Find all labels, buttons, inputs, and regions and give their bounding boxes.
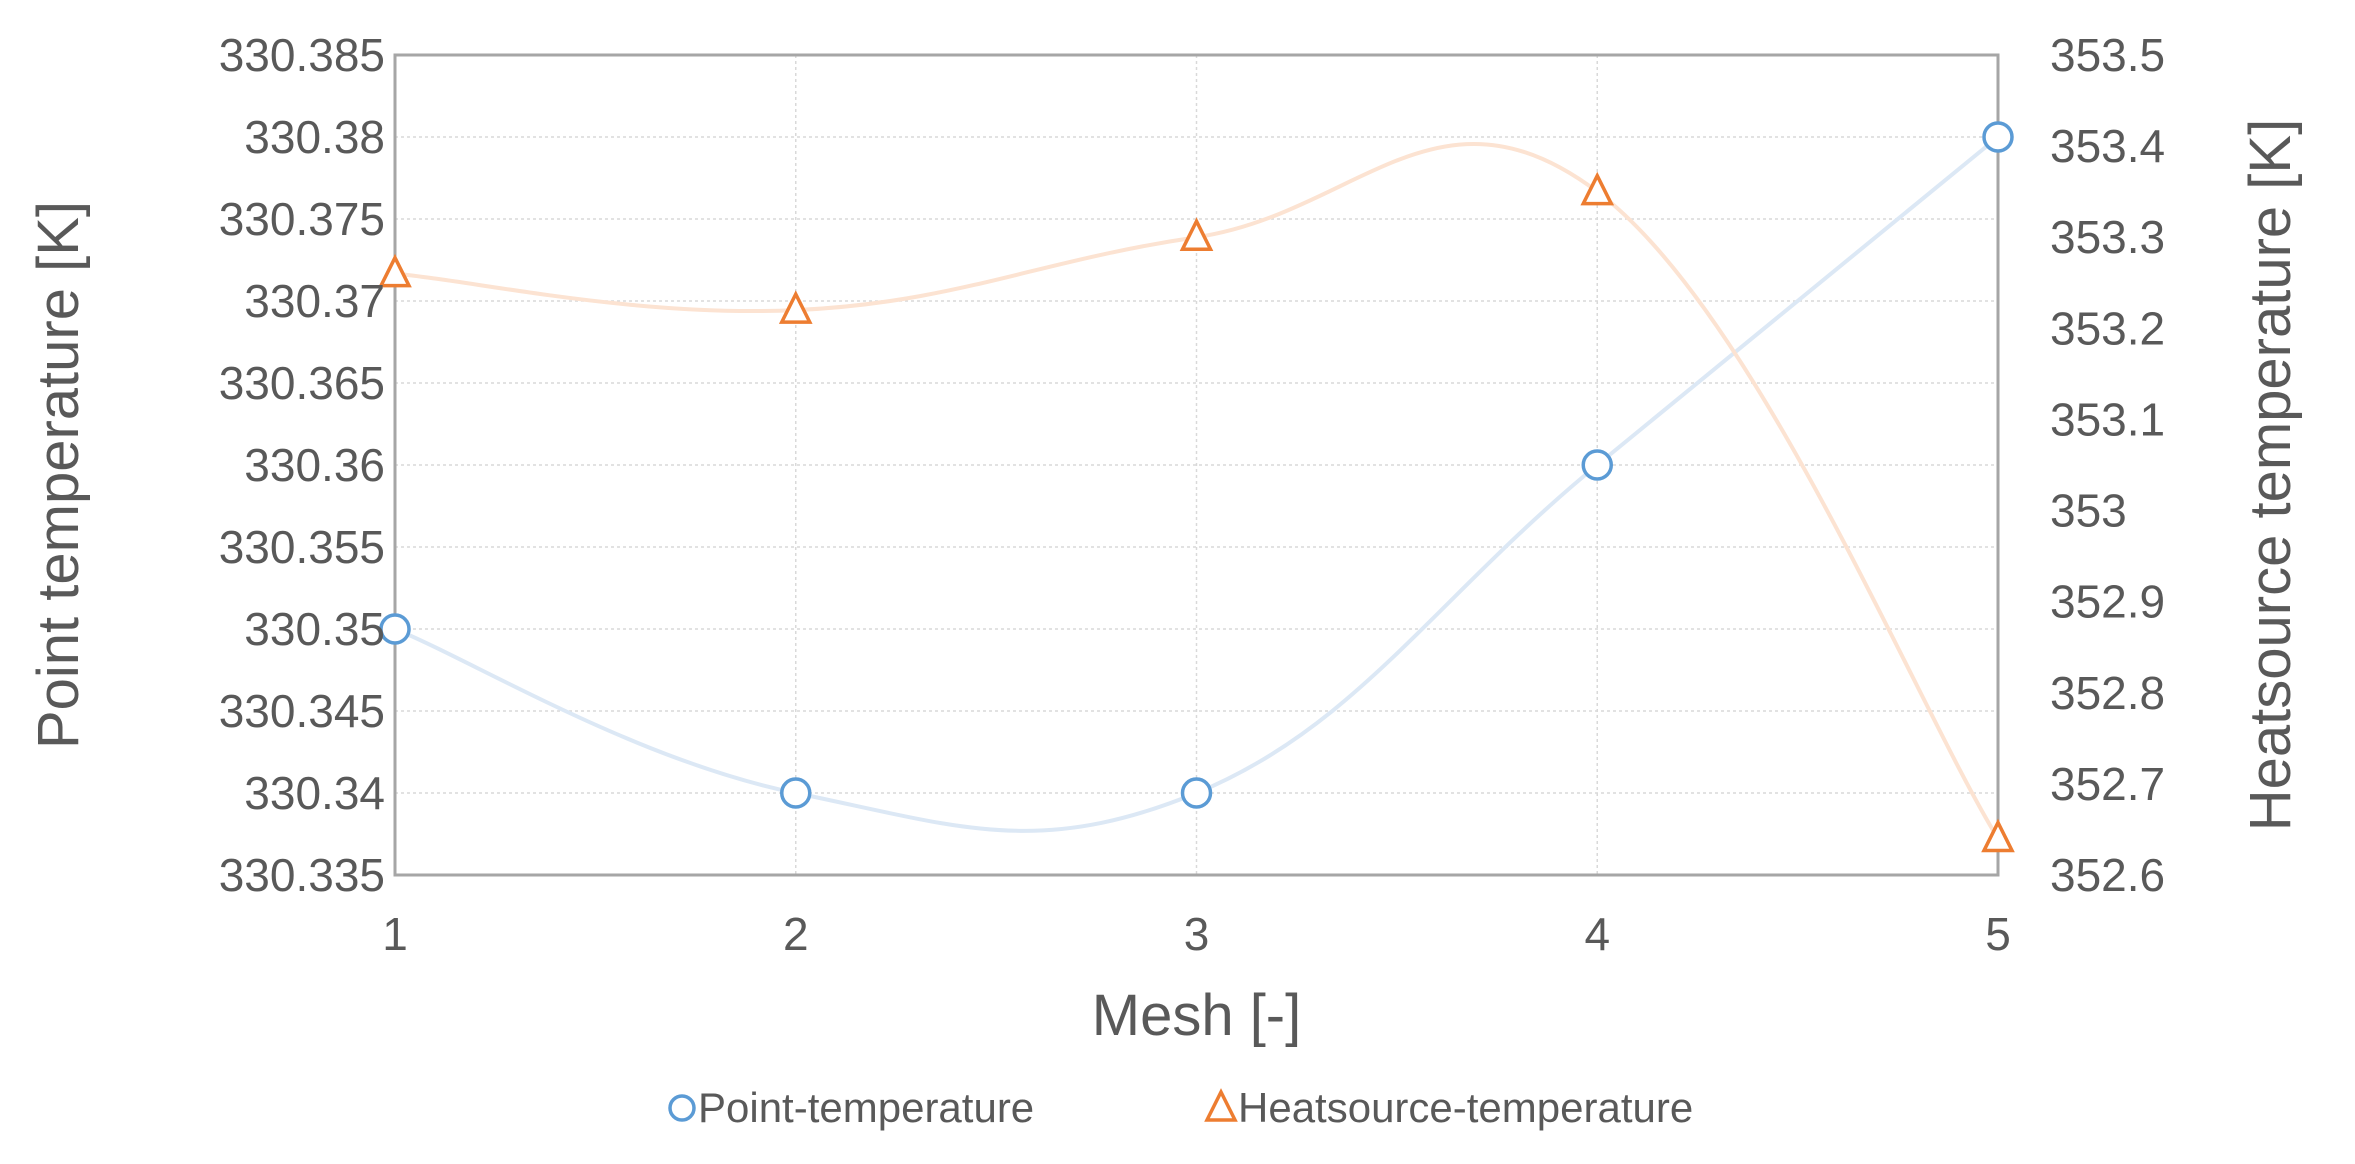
x-tick-label: 2 — [783, 908, 809, 960]
left-axis-ticks: 330.335 330.34 330.345 330.35 330.355 330.36 3… — [219, 29, 385, 901]
right-y-tick-label: 353 — [2050, 485, 2127, 537]
series-lines — [394, 135, 2000, 840]
heatsource-temperature-marker — [778, 290, 813, 324]
right-y-tick-label: 352.9 — [2050, 576, 2165, 628]
left-y-tick-label: 330.37 — [244, 275, 385, 327]
legend-label: Point-temperature — [698, 1084, 1034, 1131]
x-axis-title: Mesh [-] — [1092, 983, 1302, 1048]
point-temperature-line — [394, 135, 2000, 833]
legend-item-point-temperature: Point-temperature — [668, 1084, 1034, 1131]
left-y-axis-title: Point temperature [K] — [26, 201, 91, 749]
legend: Point-temperature Heatsource-temperature — [668, 1084, 1693, 1131]
left-y-tick-label: 330.365 — [219, 357, 385, 409]
left-y-tick-label: 330.385 — [219, 29, 385, 81]
right-y-tick-label: 352.6 — [2050, 849, 2165, 901]
right-y-tick-label: 352.8 — [2050, 667, 2165, 719]
left-y-tick-label: 330.35 — [244, 603, 385, 655]
left-y-tick-label: 330.38 — [244, 111, 385, 163]
left-y-tick-label: 330.345 — [219, 685, 385, 737]
left-y-tick-label: 330.34 — [244, 767, 385, 819]
left-y-tick-label: 330.36 — [244, 439, 385, 491]
left-y-tick-label: 330.355 — [219, 521, 385, 573]
right-y-tick-label: 353.5 — [2050, 29, 2165, 81]
plot-area-frame — [393, 53, 2000, 877]
legend-triangle-marker-icon — [1204, 1088, 1238, 1122]
heatsource-temperature-marker — [378, 253, 412, 288]
heatsource-temperature-marker — [1981, 818, 2015, 853]
gridlines — [395, 55, 1998, 875]
x-axis-ticks: 1 2 3 4 5 — [382, 908, 2011, 960]
right-y-tick-label: 353.3 — [2050, 211, 2165, 263]
legend-circle-marker-icon — [668, 1094, 696, 1122]
point-temperature-marker — [379, 613, 411, 645]
point-temperature-marker — [780, 777, 812, 809]
x-tick-label: 3 — [1184, 908, 1210, 960]
x-tick-label: 4 — [1584, 908, 1610, 960]
legend-item-heatsource-temperature: Heatsource-temperature — [1204, 1084, 1693, 1131]
point-temperature-marker — [1180, 777, 1213, 809]
legend-label: Heatsource-temperature — [1238, 1084, 1693, 1131]
right-y-axis-title: Heatsource temperature [K] — [2238, 119, 2303, 831]
point-temperature-marker — [1581, 449, 1613, 481]
left-y-tick-label: 330.335 — [219, 849, 385, 901]
x-tick-label: 5 — [1985, 908, 2011, 960]
heatsource-temperature-marker — [1179, 217, 1214, 251]
left-y-tick-label: 330.375 — [219, 193, 385, 245]
point-temperature-marker — [1982, 121, 2014, 153]
right-y-tick-label: 353.2 — [2050, 302, 2165, 354]
right-y-tick-label: 353.4 — [2050, 120, 2165, 172]
series-markers — [378, 121, 2015, 853]
heatsource-temperature-marker — [1580, 171, 1615, 206]
right-axis-ticks: 352.6 352.7 352.8 352.9 353 353.1 353.2 353.3 35… — [2050, 29, 2165, 901]
right-y-tick-label: 352.7 — [2050, 758, 2165, 810]
right-y-tick-label: 353.1 — [2050, 393, 2165, 445]
x-tick-label: 1 — [382, 908, 408, 960]
heatsource-temperature-line — [394, 142, 2000, 840]
